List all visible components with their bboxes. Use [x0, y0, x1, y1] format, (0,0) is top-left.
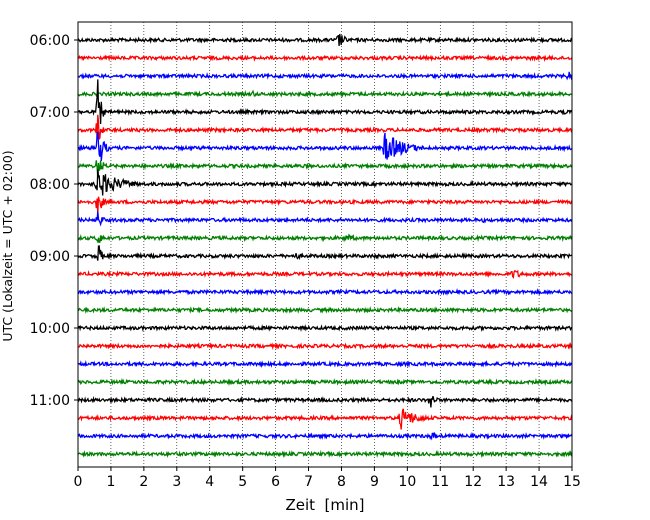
y-tick-label: 09:00: [30, 249, 70, 265]
trace-line: [77, 449, 573, 459]
x-tick-label: 7: [304, 474, 313, 490]
trace-line: [77, 196, 573, 215]
trace-line: [77, 377, 573, 387]
x-tick-label: 3: [172, 474, 181, 490]
x-tick-label: 15: [563, 474, 581, 490]
x-tick-label: 8: [337, 474, 346, 490]
x-tick-label: 9: [370, 474, 379, 490]
trace-line: [77, 269, 573, 279]
plot-frame: [77, 21, 573, 468]
x-tick-label: 13: [497, 474, 515, 490]
x-axis-label: Zeit [min]: [285, 496, 364, 514]
y-tick-label: 11:00: [30, 393, 70, 409]
x-tick-label: 11: [431, 474, 449, 490]
x-tick-label: 14: [530, 474, 548, 490]
trace-line: [78, 305, 573, 314]
trace-line: [77, 160, 573, 179]
trace-line: [77, 359, 573, 369]
trace-line: [77, 114, 573, 140]
x-tick-label: 5: [238, 474, 247, 490]
traces: [77, 33, 573, 459]
trace-line: [77, 408, 573, 430]
y-tick-label: 08:00: [30, 177, 70, 193]
trace-line: [77, 395, 573, 408]
trace-line: [77, 245, 573, 261]
y-tick-label: 07:00: [30, 105, 70, 121]
y-tick-label: 10:00: [30, 321, 70, 337]
trace-line: [77, 71, 573, 81]
trace-line: [77, 211, 573, 227]
x-tick-label: 6: [271, 474, 280, 490]
trace-line: [77, 169, 573, 196]
trace-line: [77, 324, 573, 333]
x-axis-ticks: 0 1 2 3 4 5 6 7 8 9 10 11 12 13 14 15: [74, 467, 581, 490]
x-tick-label: 10: [398, 474, 416, 490]
trace-line: [77, 79, 573, 125]
trace-line: [77, 33, 572, 46]
trace-line: [77, 89, 573, 99]
trace-line: [77, 53, 573, 63]
trace-line: [77, 341, 573, 351]
x-tick-label: 2: [139, 474, 148, 490]
trace-line: [77, 131, 573, 161]
trace-line: [77, 287, 573, 296]
x-tick-label: 1: [106, 474, 115, 490]
x-tick-label: 12: [464, 474, 482, 490]
y-tick-label: 06:00: [30, 33, 70, 49]
trace-line: [77, 233, 573, 244]
y-axis-label: UTC (Lokalzeit = UTC + 02:00): [0, 150, 15, 341]
y-axis-ticks: 06:00 07:00 08:00 09:00 10:00 11:00: [30, 33, 78, 409]
trace-line: [77, 431, 573, 441]
x-tick-label: 4: [205, 474, 214, 490]
x-tick-label: 0: [74, 474, 83, 490]
